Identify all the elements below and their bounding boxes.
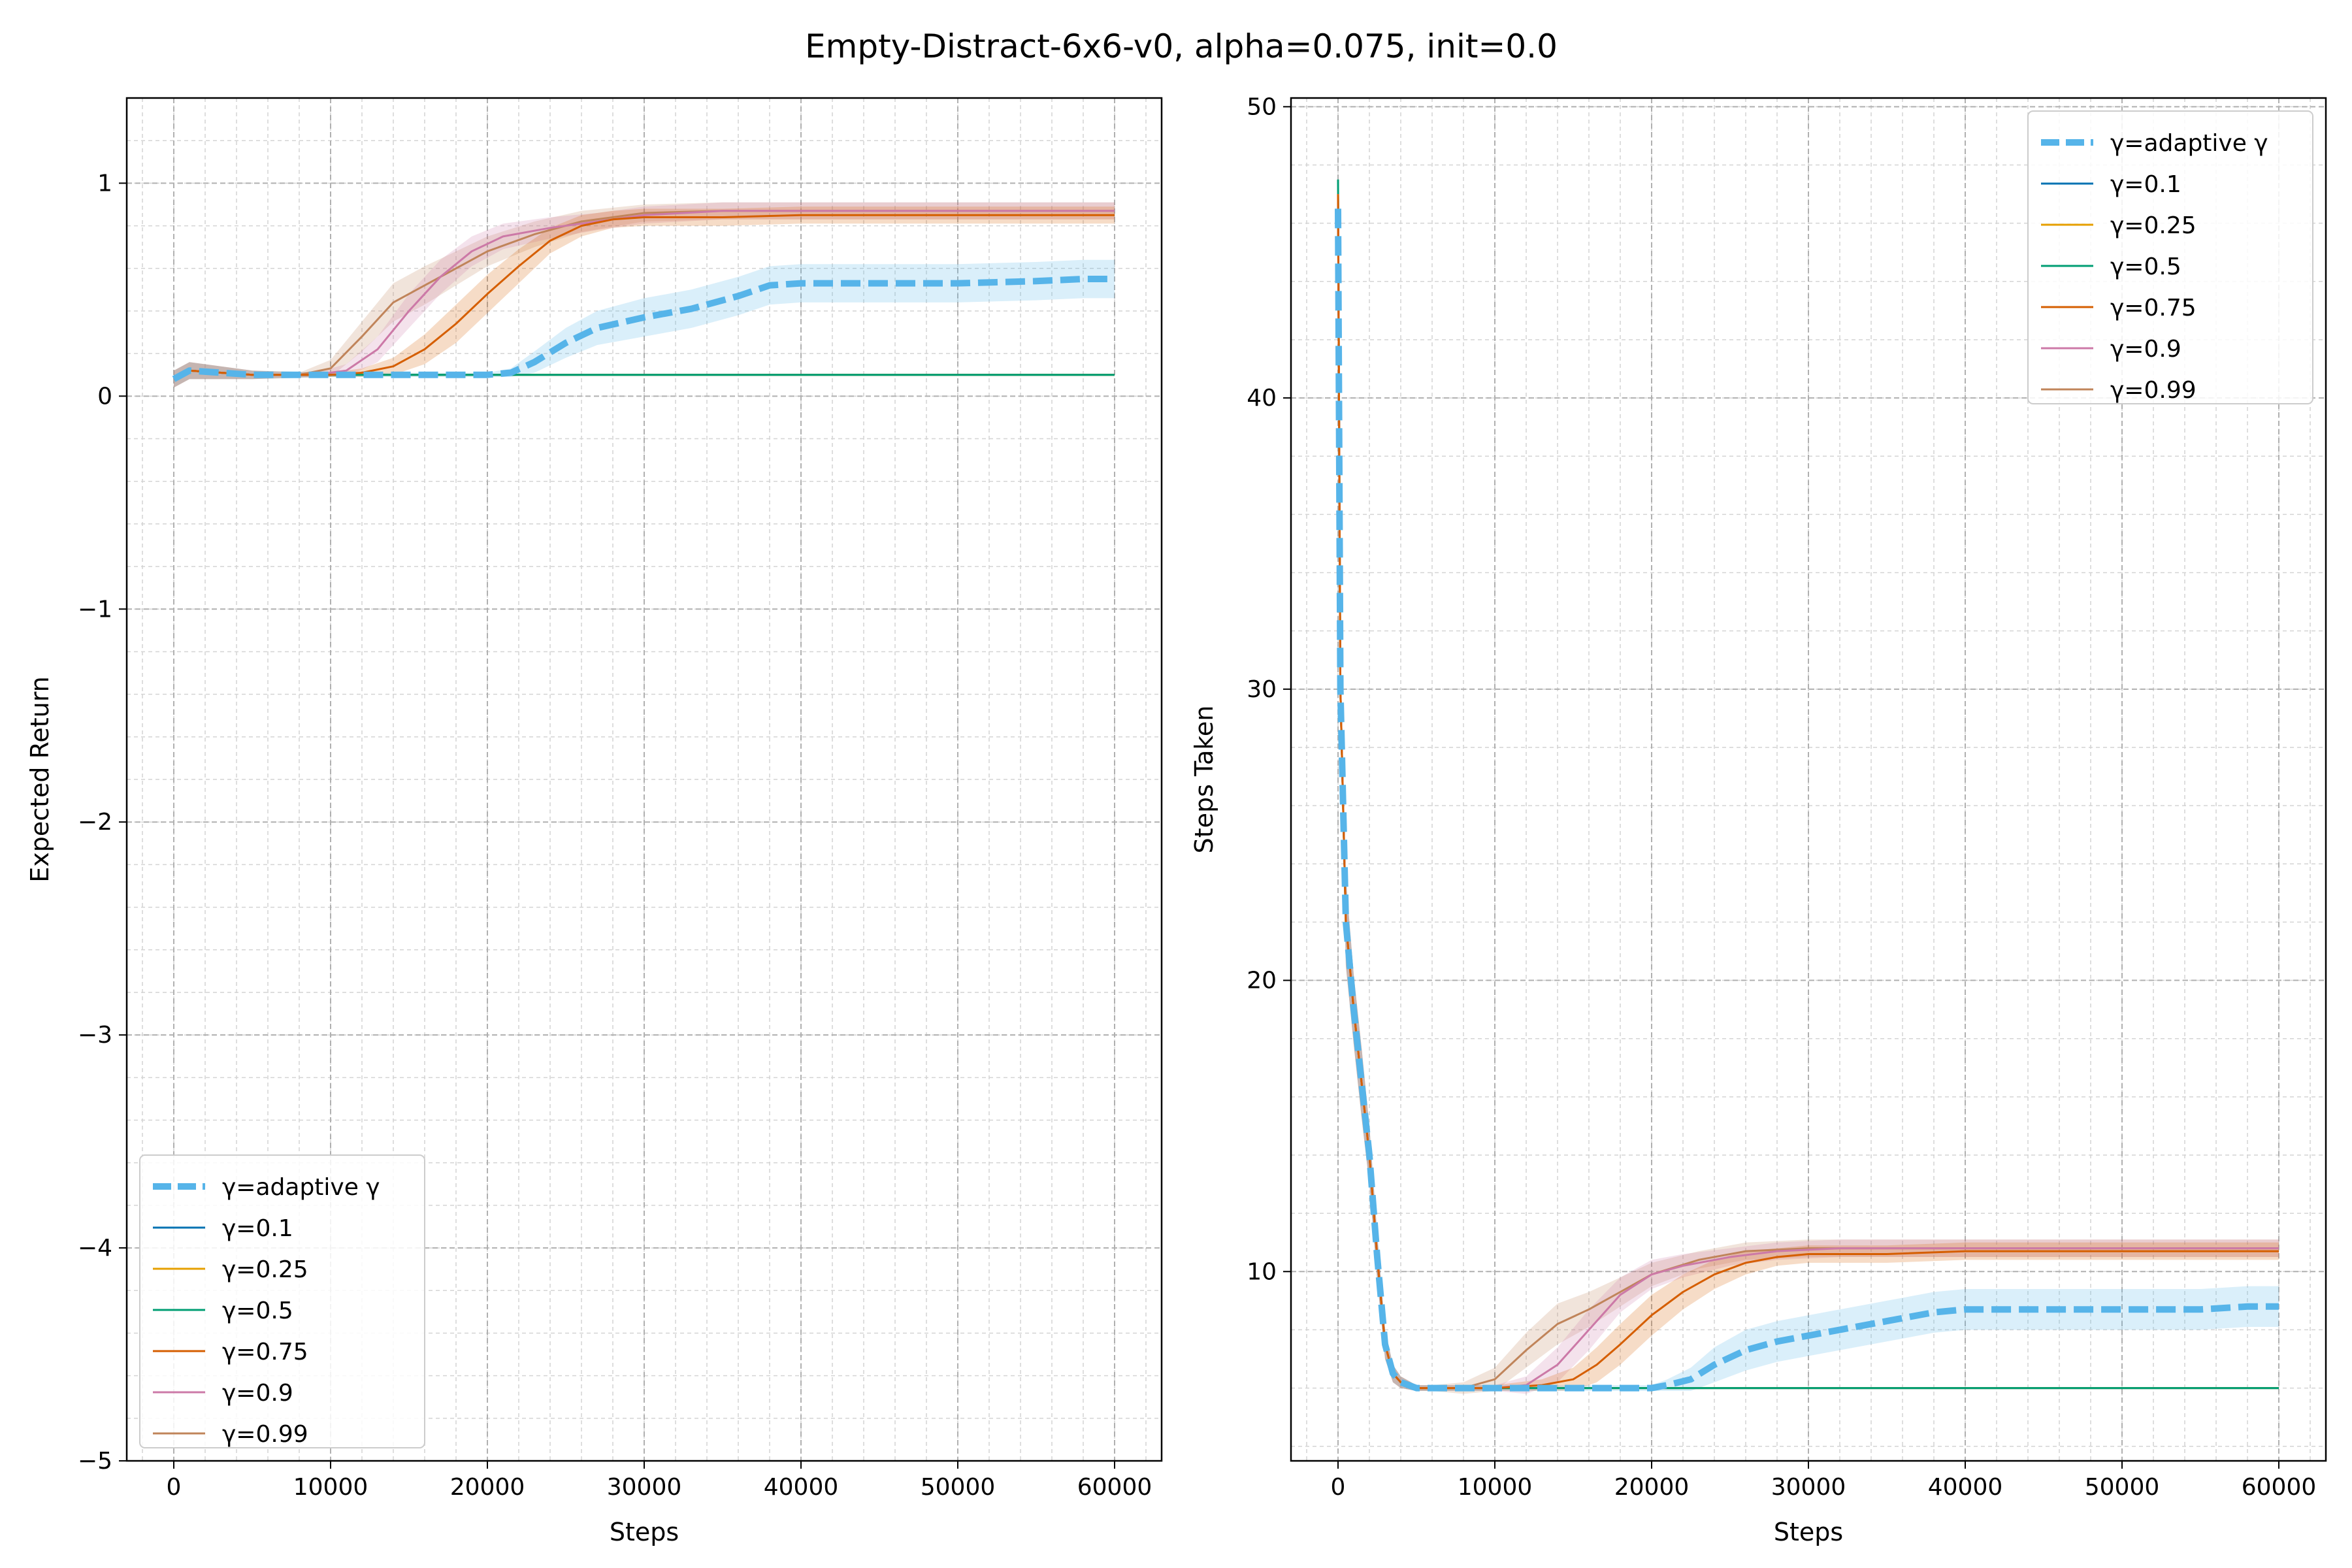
y-axis-label: Expected Return <box>25 676 54 882</box>
x-tick-label: 30000 <box>1771 1474 1846 1501</box>
series-line-adaptive <box>1335 208 2279 1392</box>
legend: γ=adaptive γ γ=0.1 γ=0.25 γ=0.5 γ=0.75 γ=0.9 γ… <box>2027 110 2313 404</box>
x-tick-label: 0 <box>1331 1474 1346 1501</box>
ticks: 0 10000 20000 30000 40000 50000 60000 10 20 30 40 5… <box>1247 93 2316 1501</box>
y-tick-label: 0 <box>97 383 112 410</box>
x-tick-label: 50000 <box>921 1474 996 1501</box>
steps-taken-panel: 0 10000 20000 30000 40000 50000 60000 10 20 30 40 5… <box>1190 93 2327 1546</box>
legend: γ=adaptive γ γ=0.1 γ=0.25 γ=0.5 γ=0.75 γ=0.9 γ… <box>139 1154 425 1448</box>
ticks: 0 10000 20000 30000 40000 50000 60000 −5 −4 −3 −2 −… <box>78 170 1152 1501</box>
grid <box>1291 98 2326 1461</box>
expected-return-panel: 0 10000 20000 30000 40000 50000 60000 −5 −4 −3 −2 −… <box>25 97 1163 1546</box>
x-tick-label: 20000 <box>1614 1474 1690 1501</box>
x-tick-label: 60000 <box>2242 1474 2317 1501</box>
plot-area <box>1335 179 2279 1394</box>
legend-label-adaptive: γ=adaptive γ <box>222 1174 380 1201</box>
x-tick-label: 20000 <box>450 1474 525 1501</box>
x-tick-label: 50000 <box>2085 1474 2160 1501</box>
axes-frame <box>125 97 1163 1462</box>
legend-label-g0.99: γ=0.99 <box>222 1421 308 1448</box>
x-axis-label: Steps <box>1774 1518 1843 1546</box>
legend-label-g0.5: γ=0.5 <box>2110 253 2181 280</box>
axes-frame <box>1290 97 2327 1462</box>
y-tick-label: −5 <box>78 1448 112 1475</box>
y-tick-label: 20 <box>1247 968 1277 994</box>
legend-label-g0.9: γ=0.9 <box>2110 336 2181 363</box>
legend-label-g0.1: γ=0.1 <box>2110 171 2181 198</box>
legend-label-g0.99: γ=0.99 <box>2110 377 2197 404</box>
x-tick-label: 40000 <box>764 1474 839 1501</box>
x-axis-label: Steps <box>610 1518 679 1546</box>
figure-title: Empty-Distract-6x6-v0, alpha=0.075, init… <box>805 27 1558 65</box>
x-tick-label: 30000 <box>607 1474 682 1501</box>
series-line-adaptive <box>172 276 1115 382</box>
legend-label-g0.75: γ=0.75 <box>2110 295 2197 321</box>
legend-label-g0.25: γ=0.25 <box>222 1256 308 1283</box>
y-tick-label: 10 <box>1247 1258 1277 1285</box>
x-tick-label: 40000 <box>1928 1474 2003 1501</box>
x-tick-label: 10000 <box>293 1474 368 1501</box>
y-tick-label: −4 <box>78 1235 112 1262</box>
plot-area <box>172 202 1115 388</box>
legend-label-g0.1: γ=0.1 <box>222 1215 293 1242</box>
legend-box <box>2027 110 2313 404</box>
x-tick-label: 0 <box>167 1474 182 1501</box>
confidence-band-adaptive <box>174 259 1115 388</box>
legend-label-g0.25: γ=0.25 <box>2110 212 2197 239</box>
legend-box <box>139 1154 425 1448</box>
y-tick-label: −1 <box>78 596 112 623</box>
y-axis-label: Steps Taken <box>1190 706 1218 854</box>
x-tick-label: 60000 <box>1077 1474 1152 1501</box>
legend-label-g0.5: γ=0.5 <box>222 1298 293 1324</box>
legend-label-adaptive: γ=adaptive γ <box>2110 130 2268 157</box>
y-tick-label: 1 <box>97 170 112 197</box>
y-tick-label: −3 <box>78 1022 112 1049</box>
legend-label-g0.9: γ=0.9 <box>222 1380 293 1407</box>
series-line-g0.75 <box>173 214 1115 380</box>
y-tick-label: 40 <box>1247 385 1277 412</box>
y-tick-label: 50 <box>1247 93 1277 120</box>
legend-label-g0.75: γ=0.75 <box>222 1339 308 1365</box>
y-tick-label: −2 <box>78 809 112 836</box>
y-tick-label: 30 <box>1247 676 1277 703</box>
x-tick-label: 10000 <box>1458 1474 1533 1501</box>
